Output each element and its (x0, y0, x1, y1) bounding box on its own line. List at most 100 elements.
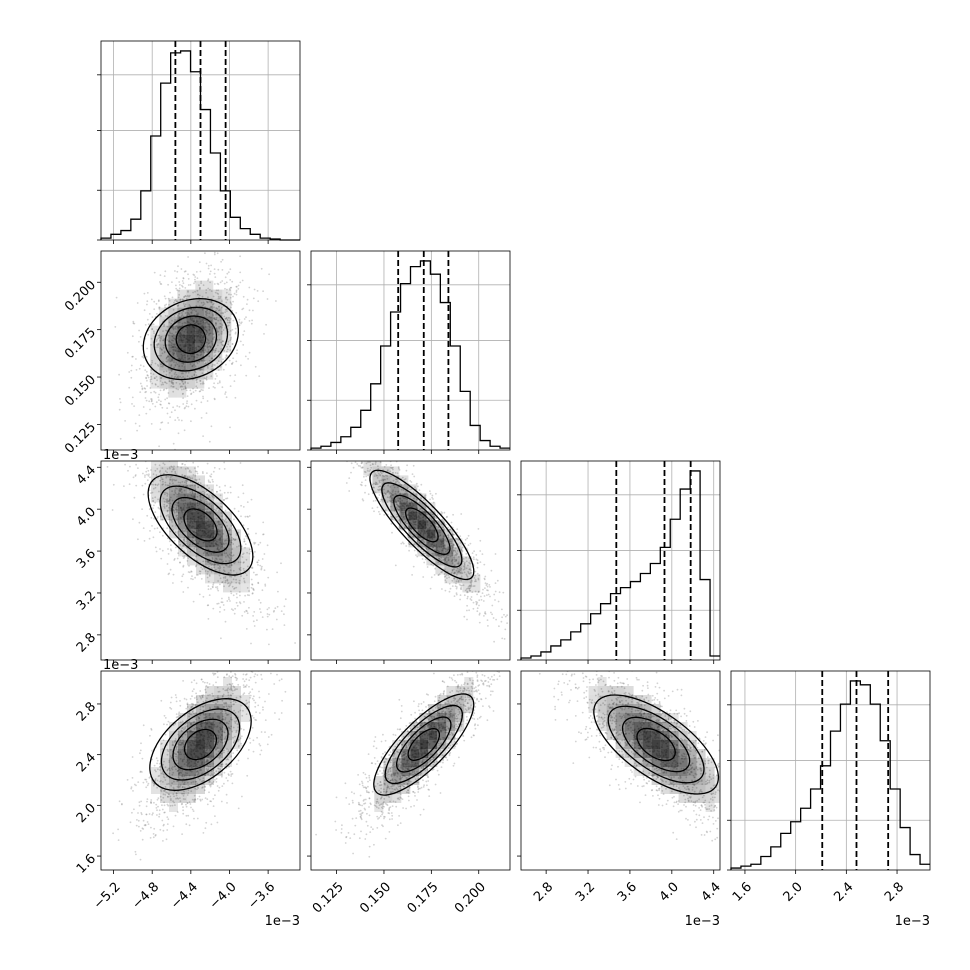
sample-point (150, 423, 153, 425)
sample-point (397, 499, 399, 502)
sample-point (221, 331, 223, 333)
sample-point (176, 289, 179, 292)
sample-point (201, 295, 204, 298)
sample-point (167, 548, 169, 550)
sample-point (221, 785, 224, 787)
sample-point (242, 344, 245, 346)
sample-point (174, 487, 177, 490)
sample-point (234, 688, 237, 690)
sample-point (138, 329, 141, 332)
sample-point (211, 306, 214, 308)
sample-point (463, 566, 466, 569)
sample-point (357, 457, 359, 459)
sample-point (488, 584, 491, 586)
sample-point (235, 572, 238, 575)
sample-point (447, 548, 450, 551)
sample-point (206, 400, 209, 402)
sample-point (202, 284, 205, 287)
sample-point (436, 514, 439, 516)
sample-point (170, 379, 173, 382)
sample-point (229, 533, 232, 536)
sample-point (475, 603, 478, 606)
sample-point (337, 436, 339, 438)
sample-point (411, 574, 413, 576)
sample-point (476, 566, 479, 569)
sample-point (399, 511, 402, 513)
sample-point (104, 400, 106, 402)
sample-point (123, 485, 125, 487)
sample-point (159, 339, 162, 342)
sample-point (468, 588, 471, 590)
sample-point (175, 361, 178, 364)
sample-point (171, 457, 173, 459)
sample-point (215, 316, 218, 319)
sample-point (180, 385, 183, 388)
sample-point (161, 360, 164, 363)
sample-point (493, 640, 495, 643)
density-cell (159, 307, 169, 317)
sample-point (378, 513, 381, 516)
sample-point (454, 547, 457, 549)
sample-point (171, 521, 174, 523)
sample-point (223, 585, 226, 588)
sample-point (391, 499, 394, 501)
sample-point (121, 442, 123, 444)
sample-point (394, 492, 397, 495)
sample-point (246, 501, 249, 503)
sample-point (234, 722, 237, 724)
sample-point (433, 516, 436, 518)
sample-point (208, 323, 211, 326)
sample-point (200, 368, 203, 371)
sample-point (168, 499, 171, 502)
sample-point (382, 479, 385, 482)
sample-point (178, 522, 181, 525)
sample-point (487, 589, 489, 592)
sample-point (435, 525, 437, 528)
sample-point (210, 570, 213, 573)
sample-point (206, 312, 209, 315)
sample-point (178, 281, 181, 283)
sample-point (205, 300, 208, 303)
sample-point (141, 402, 143, 404)
sample-point (163, 823, 165, 826)
sample-point (178, 419, 180, 421)
sample-point (387, 469, 389, 471)
sample-point (214, 349, 217, 352)
sample-point (231, 343, 234, 345)
sample-point (432, 515, 435, 518)
sample-point (390, 475, 392, 478)
sample-point (176, 518, 179, 521)
sample-point (160, 789, 162, 792)
sample-point (229, 491, 232, 494)
sample-point (225, 355, 228, 358)
sample-point (398, 526, 401, 529)
sample-point (395, 478, 397, 480)
sample-point (201, 372, 204, 375)
sample-point (433, 574, 436, 576)
sample-point (389, 491, 391, 494)
sample-point (163, 275, 166, 277)
sample-point (214, 559, 216, 562)
sample-point (424, 546, 426, 548)
density-cell (462, 565, 472, 575)
sample-point (166, 407, 169, 409)
sample-point (176, 363, 179, 366)
sample-point (450, 540, 453, 543)
sample-point (164, 733, 167, 736)
sample-point (225, 560, 227, 563)
sample-point (238, 544, 241, 547)
density-cell (196, 484, 205, 494)
sample-point (181, 575, 184, 578)
sample-point (379, 473, 381, 476)
sample-point (205, 691, 207, 694)
sample-point (225, 281, 228, 284)
sample-point (506, 614, 508, 617)
sample-point (142, 828, 145, 830)
sample-point (168, 572, 171, 575)
sample-point (219, 325, 222, 328)
sample-point (168, 518, 171, 521)
sample-point (202, 395, 204, 398)
sample-point (240, 515, 242, 518)
sample-point (165, 356, 168, 359)
sample-point (146, 514, 149, 517)
